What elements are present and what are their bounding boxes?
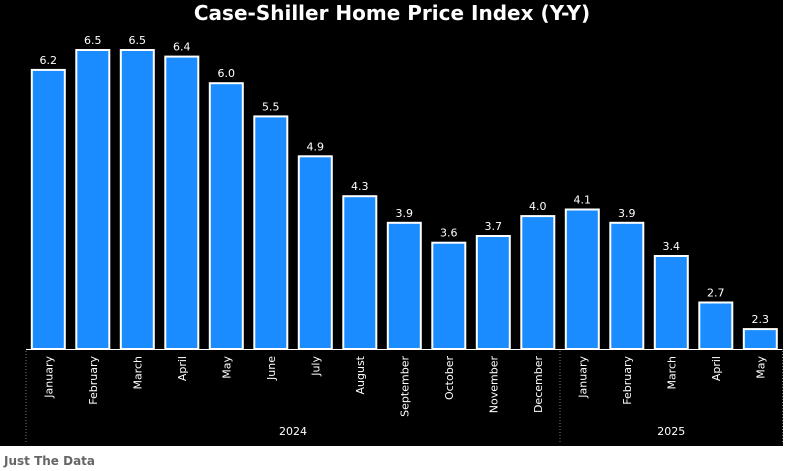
bar-9 <box>431 241 467 350</box>
x-tick-label-14: March <box>665 356 678 390</box>
chart-title: Case-Shiller Home Price Index (Y-Y) <box>194 1 590 25</box>
bar-1 <box>75 49 111 350</box>
value-label-16: 2.3 <box>752 313 770 326</box>
value-label-12: 4.1 <box>574 194 592 207</box>
bar-5 <box>253 115 289 351</box>
group-label-2025: 2025 <box>657 425 685 438</box>
x-tick-label-3: April <box>176 356 189 381</box>
value-label-5: 5.5 <box>262 100 280 113</box>
chart-panel: Case-Shiller Home Price Index (Y-Y) 6.2 6… <box>0 0 783 446</box>
bar-2 <box>119 49 155 350</box>
bar-14 <box>653 255 689 350</box>
x-tick-label-10: November <box>487 356 500 414</box>
bar-15 <box>698 301 734 350</box>
value-label-10: 3.7 <box>485 220 503 233</box>
x-axis: January February March April May June July Augu… <box>25 349 783 442</box>
x-tick-label-9: October <box>443 356 456 400</box>
bar-chart: Case-Shiller Home Price Index (Y-Y) 6.26… <box>25 1 783 442</box>
x-tick-label-1: February <box>87 356 100 405</box>
bar-3 <box>164 55 200 350</box>
x-tick-label-11: December <box>532 356 545 414</box>
bar-8 <box>386 221 422 350</box>
x-tick-label-8: September <box>398 356 411 417</box>
x-tick-label-0: January <box>42 356 55 399</box>
value-label-9: 3.6 <box>440 227 458 240</box>
bar-13 <box>609 221 645 350</box>
value-label-2: 6.5 <box>129 34 147 47</box>
x-tick-label-4: May <box>220 356 233 379</box>
x-tick-label-6: July <box>309 356 322 377</box>
bar-11 <box>520 215 556 350</box>
x-tick-label-16: May <box>754 356 767 379</box>
value-label-3: 6.4 <box>173 41 191 54</box>
bar-10 <box>475 235 511 350</box>
value-label-7: 4.3 <box>351 180 369 193</box>
bar-7 <box>342 195 378 350</box>
value-label-14: 3.4 <box>663 240 681 253</box>
value-label-15: 2.7 <box>707 287 725 300</box>
value-labels-layer: 6.2 6.5 6.5 6.4 6.0 5.5 4.9 4.3 3.9 3.6 3.7 4.0 4.1 3… <box>40 34 770 326</box>
x-tick-label-15: April <box>710 356 723 381</box>
value-label-6: 4.9 <box>307 140 325 153</box>
source-footer: Just The Data <box>4 454 96 468</box>
value-label-0: 6.2 <box>40 54 58 67</box>
bar-4 <box>208 82 244 350</box>
x-tick-label-13: February <box>621 356 634 405</box>
x-tick-label-5: June <box>265 356 278 381</box>
value-label-1: 6.5 <box>84 34 102 47</box>
bar-6 <box>297 155 333 350</box>
bar-12 <box>564 208 600 350</box>
x-tick-label-7: August <box>354 355 367 394</box>
bars-layer <box>30 49 778 351</box>
group-label-2024: 2024 <box>279 425 307 438</box>
value-label-11: 4.0 <box>529 200 547 213</box>
x-tick-label-2: March <box>131 356 144 390</box>
value-label-13: 3.9 <box>618 207 636 220</box>
x-tick-label-12: January <box>576 356 589 399</box>
value-label-4: 6.0 <box>218 67 236 80</box>
bar-16 <box>742 328 778 351</box>
bar-0 <box>30 68 66 351</box>
value-label-8: 3.9 <box>396 207 414 220</box>
